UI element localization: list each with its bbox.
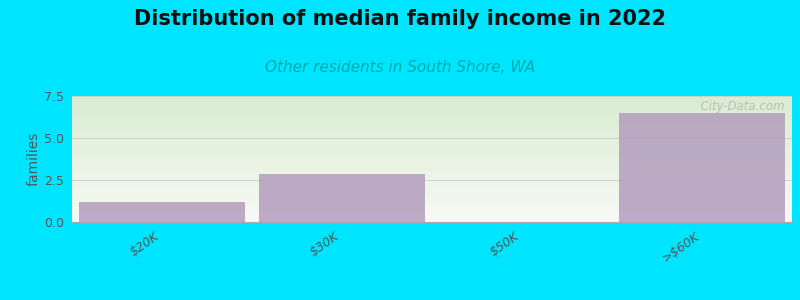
Bar xyxy=(619,113,785,222)
Text: City-Data.com: City-Data.com xyxy=(693,100,785,113)
Bar xyxy=(79,202,245,222)
Text: Other residents in South Shore, WA: Other residents in South Shore, WA xyxy=(265,60,535,75)
Y-axis label: families: families xyxy=(26,132,40,186)
Text: Distribution of median family income in 2022: Distribution of median family income in … xyxy=(134,9,666,29)
Bar xyxy=(259,174,425,222)
